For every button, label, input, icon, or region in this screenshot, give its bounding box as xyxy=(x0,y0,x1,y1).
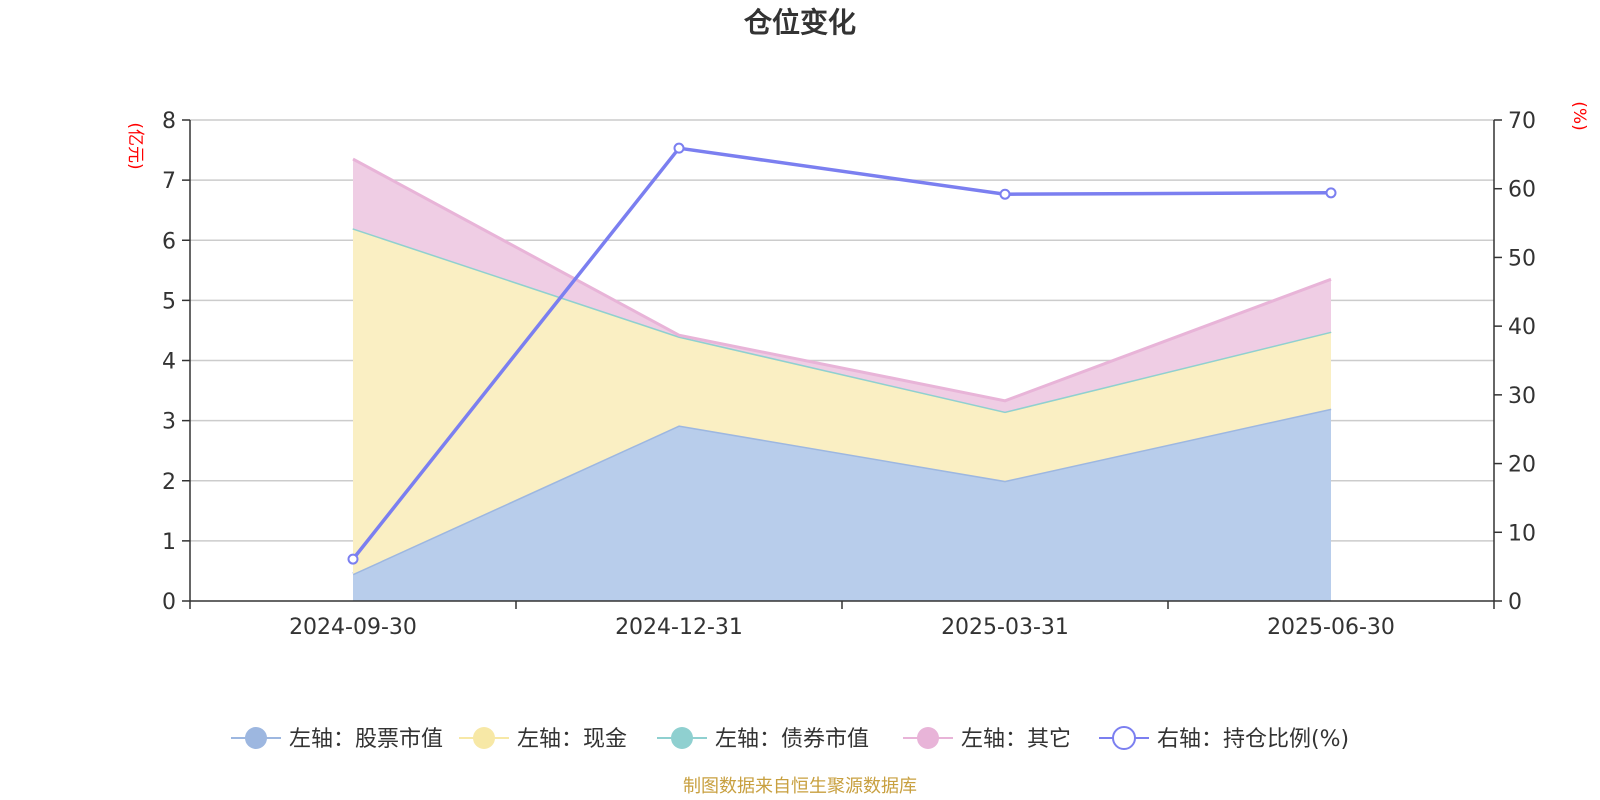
legend-marker-circle xyxy=(245,727,267,749)
legend-marker-circle xyxy=(473,727,495,749)
legend-item-4: 左轴：其它 xyxy=(903,727,1071,752)
legend-label: 右轴：持仓比例(%) xyxy=(1157,727,1349,752)
ratio-line xyxy=(351,146,1332,561)
legend-item-5: 右轴：持仓比例(%) xyxy=(1099,726,1349,752)
left-tick-label: 6 xyxy=(162,229,176,254)
right-tick-label: 50 xyxy=(1508,246,1536,271)
right-tick-label: 20 xyxy=(1508,453,1536,478)
left-tick-label: 1 xyxy=(162,530,176,555)
legend-label: 左轴：股票市值 xyxy=(289,727,443,752)
legend-item-2: 左轴：现金 xyxy=(459,727,627,752)
left-tick-label: 2 xyxy=(162,470,176,495)
legend-item-1: 左轴：股票市值 xyxy=(231,727,443,752)
area-edge-series-4 xyxy=(352,157,1332,403)
legend-label: 左轴：其它 xyxy=(961,727,1071,752)
left-tick-label: 5 xyxy=(162,289,176,314)
right-tick-label: 60 xyxy=(1508,178,1536,203)
left-tick-label: 0 xyxy=(162,590,176,615)
left-tick-label: 4 xyxy=(162,350,176,375)
legend-label: 左轴：现金 xyxy=(517,727,627,752)
left-tick-label: 3 xyxy=(162,410,176,435)
right-tick-label: 70 xyxy=(1508,109,1536,134)
ratio-point xyxy=(347,553,359,565)
chart-title: 仓位变化 xyxy=(744,6,856,39)
ratio-line-layer xyxy=(347,142,1337,565)
legend-marker-circle xyxy=(917,727,939,749)
right-tick-label: 30 xyxy=(1508,384,1536,409)
area-series-1 xyxy=(353,408,1331,601)
left-tick-label: 7 xyxy=(162,169,176,194)
right-axis-unit: (%) xyxy=(1569,101,1589,130)
left-tick-label: 8 xyxy=(162,109,176,134)
x-tick-label: 2024-09-30 xyxy=(289,615,417,640)
legend-marker-circle xyxy=(1112,726,1136,750)
right-tick-label: 0 xyxy=(1508,590,1522,615)
legend-marker-circle xyxy=(671,727,693,749)
axes: 0 1 2 3 4 5 6 7 8 0 10 20 30 40 50 60 70 2024-09-30 2024-1… xyxy=(162,109,1536,640)
legend-label: 左轴：债券市值 xyxy=(715,727,869,752)
area-series-2 xyxy=(353,228,1331,574)
stacked-areas xyxy=(352,157,1332,601)
right-tick-label: 40 xyxy=(1508,315,1536,340)
ratio-point xyxy=(673,142,685,154)
area-series-4 xyxy=(353,159,1331,412)
x-tick-label: 2025-06-30 xyxy=(1267,615,1395,640)
right-tick-label: 10 xyxy=(1508,521,1536,546)
ratio-point xyxy=(999,188,1011,200)
x-tick-label: 2025-03-31 xyxy=(941,615,1069,640)
left-axis-unit: (亿元) xyxy=(125,122,145,169)
legend-item-3: 左轴：债券市值 xyxy=(657,727,869,752)
legend: 左轴：股票市值 左轴：现金 左轴：债券市值 左轴：其它 右轴：持仓比例(%) xyxy=(231,726,1349,752)
data-source-note: 制图数据来自恒生聚源数据库 xyxy=(683,776,917,797)
x-tick-label: 2024-12-31 xyxy=(615,615,743,640)
ratio-point xyxy=(1325,187,1337,199)
